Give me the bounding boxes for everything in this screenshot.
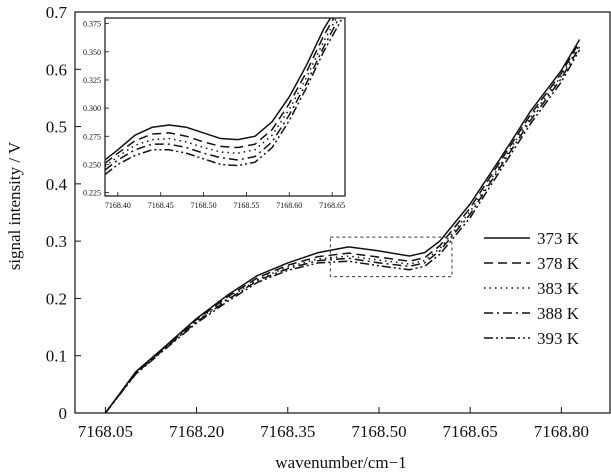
inset-x-tick-label: 7168.60 <box>276 201 302 210</box>
legend-label-373-k: 373 K <box>537 229 580 248</box>
inset-y-tick-label: 0.300 <box>83 104 101 113</box>
inset-frame <box>104 17 346 197</box>
inset-series-line-393-k <box>105 18 344 176</box>
legend-label-388-k: 388 K <box>537 304 580 323</box>
inset-y-tick-label: 0.225 <box>83 189 101 198</box>
inset-series-line-373-k <box>105 18 332 161</box>
series-line-378-k <box>104 41 581 414</box>
y-tick-label: 0.7 <box>46 3 68 22</box>
x-tick-label: 7168.35 <box>260 422 315 441</box>
inset-plot: 7168.40 7168.45 7168.50 7168.55 7168.60 7168.… <box>83 17 346 210</box>
y-tick-label: 0.6 <box>46 60 67 79</box>
zoom-region-box <box>329 236 453 278</box>
series-line-388-k <box>104 46 581 414</box>
series-line-373-k <box>104 39 581 414</box>
inset-x-tick-label: 7168.55 <box>233 201 259 210</box>
inset-series-line-378-k <box>105 18 335 164</box>
y-tick-label: 0.3 <box>46 232 67 251</box>
series-line-383-k <box>104 44 581 414</box>
legend: 373 K 378 K 383 K 388 K 393 K <box>484 229 580 348</box>
inset-series-line-383-k <box>105 18 338 168</box>
inset-series-line-388-k <box>105 18 340 171</box>
x-tick-label: 7168.05 <box>78 422 133 441</box>
x-tick-label: 7168.80 <box>534 422 589 441</box>
inset-x-tick-label: 7168.45 <box>148 201 174 210</box>
x-tick-label: 7168.65 <box>443 422 498 441</box>
main-plot: 7168.05 7168.20 7168.35 7168.50 7168.65 7168.… <box>46 3 611 441</box>
inset-y-tick-label: 0.375 <box>83 20 101 29</box>
inset-y-tick-label: 0.250 <box>83 160 101 169</box>
series-line-393-k <box>104 49 581 414</box>
inset-series-group <box>105 18 344 176</box>
inset-y-tick-label: 0.275 <box>83 132 101 141</box>
x-tick-label: 7168.50 <box>351 422 406 441</box>
y-tick-label: 0.5 <box>46 118 67 137</box>
inset-y-tick-label: 0.325 <box>83 76 101 85</box>
inset-x-tick-label: 7168.40 <box>105 201 131 210</box>
y-tick-label: 0.4 <box>46 175 68 194</box>
legend-label-393-k: 393 K <box>537 329 580 348</box>
legend-label-383-k: 383 K <box>537 279 580 298</box>
inset-x-tick-label: 7168.65 <box>319 201 345 210</box>
inset-y-tick-label: 0.350 <box>83 48 101 57</box>
x-axis-label: wavenumber/cm−1 <box>275 453 406 472</box>
inset-x-tick-label: 7168.50 <box>191 201 217 210</box>
y-tick-label: 0.1 <box>46 347 67 366</box>
y-tick-label: 0.2 <box>46 289 67 308</box>
legend-label-378-k: 378 K <box>537 254 580 273</box>
y-axis-label: signal intensity / V <box>5 141 24 270</box>
x-tick-label: 7168.20 <box>169 422 224 441</box>
y-tick-label: 0 <box>59 404 68 423</box>
plot-frame <box>74 11 611 414</box>
